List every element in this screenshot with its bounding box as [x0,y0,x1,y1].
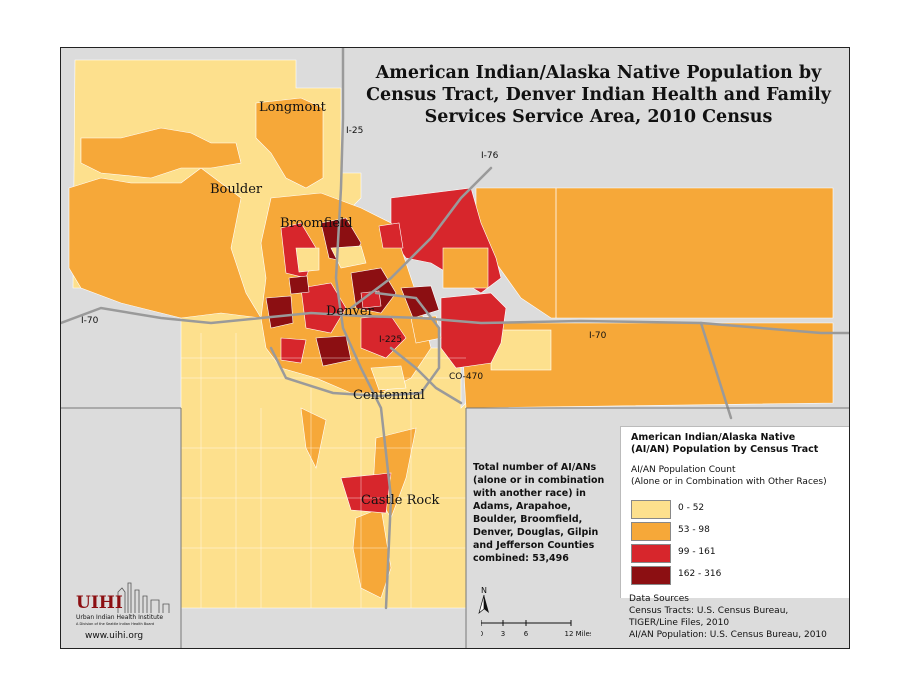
legend-label: 99 - 161 [678,547,716,557]
data-sources-line: AI/AN Population: U.S. Census Bureau, 20… [629,630,827,640]
road-label-i25: I-25 [346,126,364,136]
north-arrow-icon: N [478,586,489,614]
region-longmont [255,97,324,189]
map-frame: American Indian/Alaska Native Population… [60,47,850,649]
legend: American Indian/Alaska Native (AI/AN) Po… [620,426,849,598]
legend-title-line: (AI/AN) Population by Census Tract [631,444,819,455]
legend-subtitle-line: AI/AN Population Count [631,465,736,475]
uihi-logo: UIHI Urban Indian Health Institute A Div… [76,582,170,626]
scale-tick-label: 12 Miles [564,630,591,638]
legend-swatch [631,522,671,541]
city-label-longmont: Longmont [259,100,326,115]
region-east-orange [475,187,834,319]
legend-swatch [631,544,671,563]
data-sources-line: Census Tracts: U.S. Census Bureau, [629,606,789,616]
logo-name: Urban Indian Health Institute [76,614,163,621]
scale-tick-label: 0 [481,630,483,638]
map-title: American Indian/Alaska Native Population… [361,62,836,128]
legend-title: American Indian/Alaska Native (AI/AN) Po… [631,432,818,456]
data-sources-line: Data Sources [629,594,689,604]
scale-tick-label: 6 [524,630,529,638]
urban-core [260,192,442,394]
scale-tick-label: 3 [501,630,505,638]
scale-bar: 0 3 6 12 Miles [481,620,591,638]
legend-subtitle-line: (Alone or in Combination with Other Race… [631,477,827,487]
city-label-castle-rock: Castle Rock [361,493,440,508]
legend-label: 162 - 316 [678,569,722,579]
north-label: N [481,586,487,595]
map-canvas [61,48,849,648]
logo-letters: UIHI [76,593,123,613]
legend-subtitle: AI/AN Population Count (Alone or in Comb… [631,464,827,488]
legend-swatch [631,500,671,519]
data-sources-line: TIGER/Line Files, 2010 [629,618,730,628]
legend-label: 0 - 52 [678,503,705,513]
city-label-centennial: Centennial [353,388,425,403]
road-label-co470: CO-470 [449,372,484,382]
logo-tagline: A Division of the Seattle Indian Health … [76,622,154,626]
legend-title-line: American Indian/Alaska Native [631,432,796,443]
total-population-note: Total number of AI/ANs (alone or in comb… [473,462,605,564]
legend-swatch [631,566,671,585]
map-title-line: Census Tract, Denver Indian Health and F… [366,85,831,105]
region-west-orange [68,167,262,319]
legend-label: 53 - 98 [678,525,710,535]
city-label-boulder: Boulder [210,182,263,197]
city-label-broomfield: Broomfield [280,216,353,231]
map-title-line: American Indian/Alaska Native Population… [375,63,822,83]
road-label-i225: I-225 [379,335,403,345]
website-url[interactable]: www.uihi.org [85,631,144,641]
road-label-i76: I-76 [481,151,499,161]
city-label-denver: Denver [326,304,374,319]
road-label-i70-west: I-70 [81,316,99,326]
region-north-orange [80,127,242,179]
data-sources: Data Sources Census Tracts: U.S. Census … [629,593,827,641]
map-title-line: Services Service Area, 2010 Census [424,107,773,127]
road-label-i70-east: I-70 [589,331,607,341]
region-castle-rock [340,472,392,514]
region-east-red [440,292,507,369]
